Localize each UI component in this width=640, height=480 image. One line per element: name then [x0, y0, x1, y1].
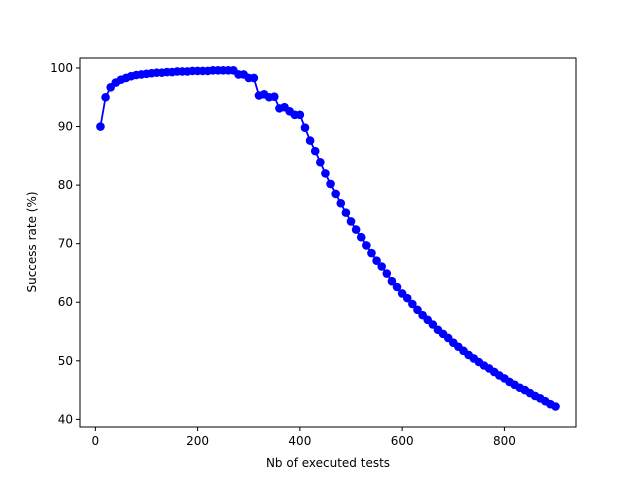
- y-tick-label: 70: [58, 237, 73, 251]
- x-axis-ticks: 0 200 400 600 800: [92, 427, 516, 448]
- data-point: [101, 92, 110, 102]
- data-point: [392, 282, 402, 292]
- data-point: [356, 232, 366, 242]
- data-point: [341, 208, 351, 217]
- data-point: [387, 276, 397, 286]
- plot-area: [80, 58, 576, 427]
- data-point: [249, 73, 259, 83]
- data-point: [346, 217, 356, 226]
- plot-frame: [79, 57, 577, 428]
- y-axis-ticks: 40 50 60 70 80 90 100: [50, 61, 80, 426]
- data-point: [331, 189, 340, 199]
- y-tick-label: 90: [58, 120, 73, 134]
- data-point: [428, 320, 438, 329]
- x-tick-label: 0: [92, 434, 100, 448]
- data-point: [300, 123, 310, 132]
- data-point: [402, 293, 412, 303]
- x-tick-label: 400: [288, 434, 311, 448]
- data-point: [377, 262, 386, 271]
- y-tick-label: 80: [58, 178, 73, 192]
- x-tick-label: 600: [391, 434, 414, 448]
- y-tick-label: 60: [58, 295, 73, 309]
- data-point: [310, 146, 320, 156]
- y-tick-label: 50: [58, 354, 73, 368]
- data-point: [382, 269, 392, 278]
- data-point: [351, 225, 361, 234]
- y-tick-label: 40: [58, 412, 73, 426]
- data-point: [321, 169, 330, 178]
- data-point: [270, 92, 279, 101]
- data-point: [326, 179, 335, 189]
- data-point: [408, 299, 417, 309]
- data-point: [336, 198, 346, 208]
- data-point: [305, 136, 315, 145]
- x-tick-label: 200: [186, 434, 209, 448]
- y-axis-label: Success rate (%): [25, 191, 39, 292]
- data-point: [551, 402, 560, 411]
- x-tick-label: 800: [493, 434, 516, 448]
- data-point: [367, 248, 376, 258]
- y-tick-label: 100: [50, 61, 73, 75]
- data-point: [316, 157, 325, 167]
- data-point: [413, 305, 422, 315]
- x-axis-label: Nb of executed tests: [266, 456, 390, 470]
- data-point: [372, 256, 381, 265]
- data-point: [295, 110, 305, 120]
- data-point: [96, 122, 105, 131]
- series-layer: [96, 66, 560, 411]
- data-point: [362, 241, 371, 250]
